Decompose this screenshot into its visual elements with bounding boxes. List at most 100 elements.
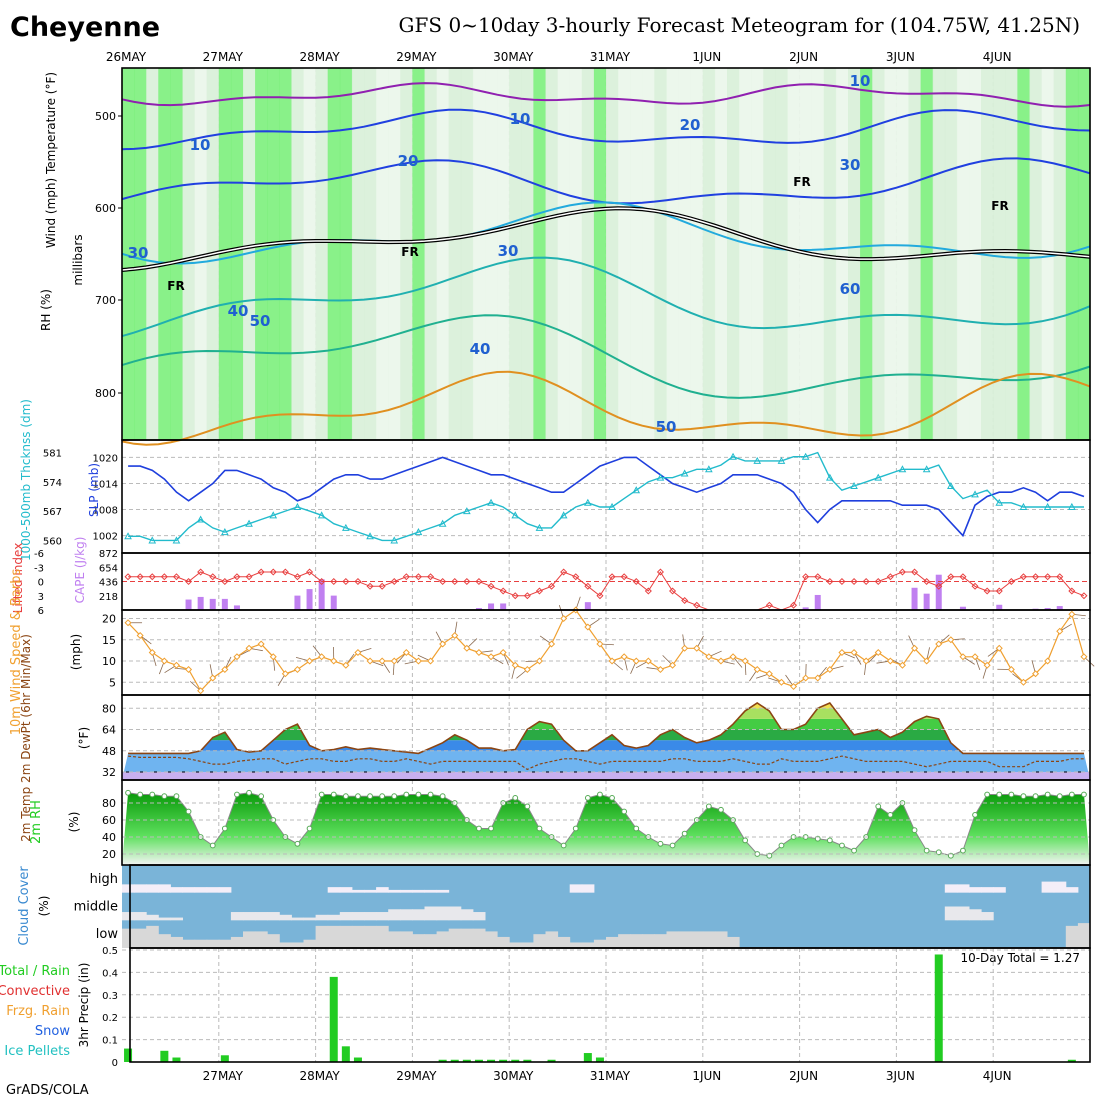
lifted-index-marker <box>935 582 943 590</box>
cloud-cell <box>376 925 389 948</box>
thickness-marker <box>801 452 810 460</box>
rh-marker <box>560 842 567 849</box>
wind-speed-marker <box>644 657 652 665</box>
date-label-top: 2JUN <box>789 50 818 64</box>
precip-bar <box>547 1059 556 1062</box>
rh-shading-band <box>775 68 789 440</box>
thickness-marker <box>124 532 132 540</box>
cloud-cell <box>388 909 401 921</box>
rh-shading-band <box>860 68 873 440</box>
lifted-index-marker <box>1019 573 1027 581</box>
wind-speed-marker <box>306 657 314 665</box>
lifted-index-marker <box>644 587 652 595</box>
rh-shading-band <box>702 68 716 440</box>
wind-speed-marker <box>535 657 543 665</box>
cloud-cell <box>436 889 450 893</box>
cloud-cell <box>1041 881 1055 893</box>
cloud-cell <box>255 931 268 948</box>
rh-marker <box>681 830 688 837</box>
wind-speed-marker <box>1032 670 1040 678</box>
cloud-cell <box>472 928 486 948</box>
cape-bar <box>1056 606 1063 610</box>
lifted-index-marker <box>548 582 556 590</box>
wind-speed-marker <box>257 640 265 648</box>
lifted-index-marker <box>911 568 919 576</box>
rh-shading-band <box>739 68 752 440</box>
rh-shading-band <box>751 68 764 440</box>
rh-marker <box>911 827 918 834</box>
rh-marker <box>367 793 373 800</box>
rh-marker <box>161 793 168 800</box>
thickness-marker <box>584 498 592 506</box>
cloud-cell <box>243 912 256 921</box>
precip-bar <box>499 1059 508 1062</box>
rh-marker <box>597 791 603 798</box>
cloud-cell <box>424 934 438 948</box>
temp-tick-label: 64 <box>102 724 116 737</box>
wind-speed-marker <box>402 648 410 657</box>
cloud-cell <box>944 884 958 893</box>
rh-shading-band <box>823 68 837 440</box>
lifted-index-marker <box>572 573 580 581</box>
rh-marker <box>1081 791 1087 798</box>
precip-bar <box>511 1059 520 1062</box>
lifted-index-marker <box>233 573 241 581</box>
lifted-index-marker <box>293 573 301 581</box>
date-label-bottom: 29MAY <box>396 1069 437 1083</box>
cloud-cell <box>557 936 571 948</box>
cloud-cell <box>581 942 595 948</box>
wind-speed-marker <box>523 665 531 674</box>
wind-speed-marker <box>947 636 955 644</box>
date-label-bottom: 28MAY <box>299 1069 340 1083</box>
rh-marker <box>415 791 422 798</box>
precip-bar <box>450 1059 459 1062</box>
cloud-cell <box>339 887 353 893</box>
cloud-cell <box>351 912 365 921</box>
contour-label: 60 <box>840 280 861 298</box>
rh-shading-band <box>146 68 159 440</box>
cloud-cell <box>545 931 559 948</box>
precip-bar <box>172 1057 181 1062</box>
date-label-bottom: 4JUN <box>983 1069 1012 1083</box>
rh-marker <box>137 791 144 798</box>
precip-bar <box>462 1059 471 1062</box>
lifted-index-marker <box>850 577 858 586</box>
cloud-cell <box>327 887 341 893</box>
precip-bar <box>438 1059 447 1062</box>
wind-speed-marker <box>487 653 495 661</box>
date-label-bottom: 31MAY <box>590 1069 631 1083</box>
rh-marker <box>621 808 628 815</box>
wind-speed-marker <box>342 661 350 669</box>
cloud-cell <box>315 925 329 948</box>
precip-legend-item: Frzg. Rain <box>6 1004 70 1019</box>
lifted-index-marker <box>1007 577 1015 586</box>
lifted-index-marker <box>620 573 628 581</box>
cloud-cell <box>400 909 413 921</box>
rh-marker <box>149 791 156 798</box>
rh-unit-label: (%) <box>67 812 81 833</box>
thickness-marker <box>1019 502 1028 510</box>
cloud-cell <box>303 917 317 921</box>
cloud-cell <box>291 917 304 921</box>
pressure-tick-label: 500 <box>95 110 116 123</box>
cloud-cell <box>170 887 183 893</box>
chart-title: GFS 0~10day 3-hourly Forecast Meteogram … <box>399 13 1080 37</box>
wind-speed-marker <box>293 665 301 674</box>
thickness-marker <box>753 456 762 464</box>
rh-marker <box>403 791 410 798</box>
cape-bar <box>318 579 325 610</box>
wind-speed-marker <box>681 644 689 652</box>
precip-legend-item: Convective <box>0 984 70 999</box>
rh-shading-band <box>255 68 268 440</box>
precip-bar <box>583 1053 592 1062</box>
wind-speed-marker <box>560 614 568 623</box>
rh-shading-band <box>182 68 196 440</box>
rh-shading-band <box>642 68 655 440</box>
temp-tick-label: 32 <box>102 766 116 779</box>
cape-tick-label: 218 <box>99 592 118 603</box>
cloud-cell <box>412 909 425 921</box>
thickness-marker <box>971 490 979 498</box>
precip-legend-item: Snow <box>35 1024 70 1039</box>
rh-shading-band <box>509 68 522 440</box>
rh-marker <box>391 793 398 800</box>
